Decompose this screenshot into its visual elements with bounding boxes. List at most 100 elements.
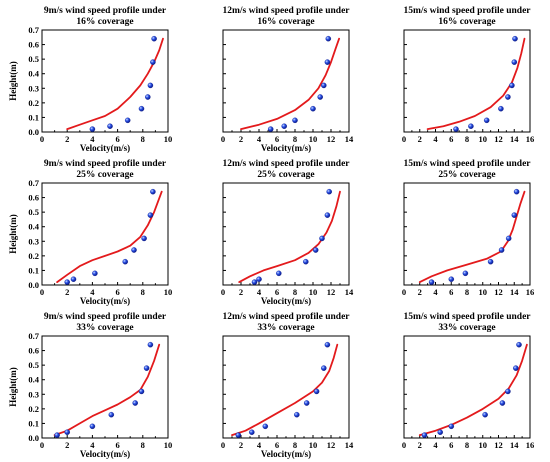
y-tick-label: 0.1 xyxy=(28,112,39,122)
x-tick-label: 8 xyxy=(465,287,469,297)
measured-point xyxy=(107,123,113,129)
plot-frame xyxy=(41,182,169,286)
x-tick-label: 10 xyxy=(309,134,318,144)
measured-point xyxy=(321,365,327,371)
measured-point xyxy=(498,247,505,253)
x-tick-label: 2 xyxy=(418,440,422,450)
x-tick-label: 6 xyxy=(115,440,119,450)
measured-point xyxy=(498,105,504,112)
x-tick-label: 4 xyxy=(257,134,262,144)
model-profile-line xyxy=(66,37,164,131)
measured-point xyxy=(150,59,156,65)
x-tick-label: 4 xyxy=(257,287,262,297)
plot-frame xyxy=(222,29,350,133)
y-tick-label: 0.4 xyxy=(28,222,39,232)
x-axis-label: Velocity(m/s) xyxy=(261,296,311,306)
measured-point xyxy=(89,423,96,430)
x-tick-label: 6 xyxy=(449,134,453,144)
measured-point xyxy=(482,411,488,418)
y-tick-label: 0.0 xyxy=(28,280,39,290)
chart-title: 12m/s wind speed profile under xyxy=(222,159,350,169)
x-tick-label: 0 xyxy=(221,440,225,450)
measured-point xyxy=(462,270,469,277)
x-tick-label: 8 xyxy=(293,440,297,450)
chart-title: 9m/s wind speed profile under xyxy=(44,6,167,16)
measured-point xyxy=(511,212,518,218)
x-tick-label: 2 xyxy=(418,134,422,144)
model-profile-line xyxy=(426,37,526,131)
x-tick-label: 16 xyxy=(526,440,535,450)
measured-point xyxy=(513,188,520,195)
x-tick-label: 12 xyxy=(327,440,336,450)
x-tick-label: 4 xyxy=(90,287,95,297)
x-axis-label: Velocity(m/s) xyxy=(261,449,311,459)
y-tick-label: 0.5 xyxy=(28,360,39,370)
x-tick-label: 2 xyxy=(239,134,243,144)
measured-point xyxy=(138,105,145,112)
y-tick-label: 0.6 xyxy=(28,346,39,356)
x-tick-label: 10 xyxy=(309,440,318,450)
measured-point xyxy=(483,117,490,124)
y-tick-label: 0.2 xyxy=(28,404,39,414)
measured-point xyxy=(437,429,443,435)
plot-frame xyxy=(41,335,169,439)
x-tick-label: 2 xyxy=(65,440,69,450)
chart-subtitle: 25% coverage xyxy=(438,170,495,180)
measured-point xyxy=(131,247,137,253)
chart-subtitle: 16% coverage xyxy=(76,17,133,27)
x-tick-label: 12 xyxy=(327,287,336,297)
chart-subtitle: 33% coverage xyxy=(257,323,314,333)
x-tick-label: 16 xyxy=(526,134,535,144)
x-tick-label: 14 xyxy=(345,440,354,450)
measured-point xyxy=(145,94,151,100)
y-tick-label: 0.7 xyxy=(28,331,39,341)
x-tick-label: 0 xyxy=(40,440,44,450)
x-tick-label: 4 xyxy=(433,134,438,144)
measured-point xyxy=(303,258,309,265)
x-tick-label: 0 xyxy=(221,134,225,144)
measured-point xyxy=(141,235,147,242)
measured-point xyxy=(324,59,331,65)
x-tick-label: 0 xyxy=(40,287,44,297)
y-tick-label: 0.2 xyxy=(28,98,39,108)
x-tick-label: 0 xyxy=(402,134,406,144)
x-tick-label: 4 xyxy=(257,440,262,450)
x-tick-label: 12 xyxy=(494,440,503,450)
y-tick-label: 0.6 xyxy=(28,40,39,50)
measured-point xyxy=(421,432,428,438)
measured-point xyxy=(138,388,145,395)
chart-title: 15m/s wind speed profile under xyxy=(403,159,531,169)
chart-title: 15m/s wind speed profile under xyxy=(403,6,531,16)
measured-point xyxy=(487,258,494,265)
x-tick-label: 8 xyxy=(465,440,469,450)
x-tick-label: 10 xyxy=(164,134,173,144)
x-tick-label: 0 xyxy=(402,440,406,450)
measured-point xyxy=(303,400,310,406)
chart-subtitle: 25% coverage xyxy=(257,170,314,180)
measured-point xyxy=(448,276,455,282)
x-tick-label: 2 xyxy=(65,287,69,297)
x-tick-label: 8 xyxy=(141,287,145,297)
x-tick-label: 2 xyxy=(418,287,422,297)
measured-point xyxy=(505,94,511,100)
chart-title: 9m/s wind speed profile under xyxy=(44,312,167,322)
measured-point xyxy=(453,126,459,132)
x-tick-label: 8 xyxy=(293,134,297,144)
measured-point xyxy=(147,341,154,348)
measured-point xyxy=(147,82,154,89)
chart-subtitle: 16% coverage xyxy=(438,17,495,27)
y-tick-label: 0.3 xyxy=(28,83,39,93)
measured-point xyxy=(505,235,512,242)
x-tick-label: 4 xyxy=(90,440,95,450)
measured-point xyxy=(324,341,331,348)
x-tick-label: 10 xyxy=(164,440,173,450)
x-axis-label: Velocity(m/s) xyxy=(80,296,130,306)
x-tick-label: 4 xyxy=(90,134,95,144)
x-tick-label: 0 xyxy=(40,134,44,144)
measured-point xyxy=(281,123,287,129)
